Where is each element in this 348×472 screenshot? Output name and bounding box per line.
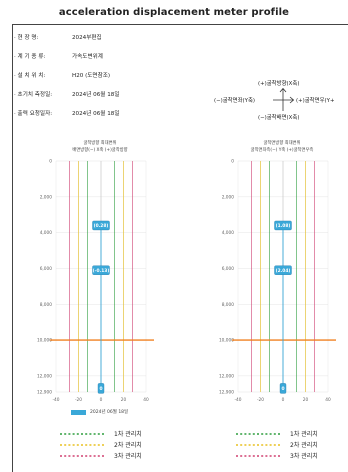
info-instrument-label: · 계 기 종 류: — [14, 54, 46, 60]
x-tick-label: 20 — [121, 397, 127, 403]
info-output-date-value: 2024년 06월 18일 — [72, 111, 120, 117]
info-location: · 설 치 위 치: H20 (도면참조) — [14, 71, 110, 79]
report-title: acceleration displacement meter profile — [58, 7, 290, 18]
chart-subtitle: 배면방향(−) X축 (+)굴착방향 — [72, 146, 127, 153]
chart-title: 굴착면방향 최대변위 — [264, 139, 301, 146]
compass-left-label: (−)굴착면좌(Y축) — [214, 98, 256, 104]
x-tick-label: 40 — [143, 397, 149, 403]
level1-label: 1차 관리치 — [290, 430, 318, 438]
data-point — [279, 383, 287, 394]
data-label: (0.28) — [94, 223, 109, 229]
chart-subtitle: 굴착면좌측(−) Y축 (+)굴착면우측 — [251, 146, 314, 153]
data-point — [274, 220, 292, 231]
x-tick-label: -20 — [75, 397, 82, 403]
info-initial-date: · 초기치 측정일: 2024년 06월 18일 — [14, 90, 119, 98]
data-point — [97, 383, 105, 394]
level3-label: 3차 관리치 — [290, 452, 318, 460]
x-tick-label: -20 — [257, 397, 264, 403]
data-point — [274, 265, 292, 275]
info-instrument: · 계 기 종 류: 가속도변위계 — [14, 52, 103, 60]
y-tick-label: 2,000 — [222, 194, 235, 200]
x-tick-label: 0 — [282, 397, 285, 403]
data-label: 0 — [281, 386, 284, 392]
chart-excavation-direction: 굴착방향 최대변위 배면방향(−) X축 (+)굴착방향 0 2,000 4,000… — [37, 139, 154, 403]
info-site-label: · 현 장 명: — [14, 35, 39, 41]
info-initial-date-label: · 초기치 측정일: — [14, 92, 53, 98]
compass-cross-icon — [273, 88, 294, 111]
level1-label: 1차 관리치 — [114, 430, 142, 438]
level2-label: 2차 관리치 — [290, 441, 318, 449]
x-tick-label: -40 — [52, 397, 59, 403]
y-tick-label: 10,000 — [219, 338, 234, 344]
y-tick-label: 6,000 — [222, 266, 235, 272]
level3-label: 3차 관리치 — [114, 452, 142, 460]
info-output-date: · 출력 요청일자: 2024년 06월 18일 — [14, 109, 119, 117]
y-tick-label: 6,000 — [40, 266, 53, 272]
data-label: (-0.13) — [93, 268, 110, 274]
info-site-value: 2024부편집 — [72, 35, 102, 41]
y-tick-label: 12,000 — [219, 373, 234, 379]
legend-swatch — [71, 410, 86, 415]
info-initial-date-value: 2024년 06월 18일 — [72, 92, 120, 98]
report-frame — [12, 24, 348, 472]
y-tick-label: 12,000 — [37, 373, 52, 379]
chart-face-direction: 굴착면방향 최대변위 굴착면좌측(−) Y축 (+)굴착면우측 0 2,000 4,… — [219, 139, 336, 403]
y-tick-label: 8,000 — [222, 302, 235, 308]
compass-right-label: (+)굴착면우(Y+ — [296, 98, 335, 104]
compass-top-label: (+)굴착방향(X축) — [258, 81, 300, 87]
y-tick-label: 0 — [49, 159, 52, 165]
info-instrument-value: 가속도변위계 — [72, 54, 103, 60]
data-label: (1.08) — [276, 223, 291, 229]
chart-title: 굴착방향 최대변위 — [84, 139, 117, 146]
x-tick-label: 0 — [100, 397, 103, 403]
y-tick-label: 0 — [231, 159, 234, 165]
y-tick-label: 12,900 — [219, 390, 234, 396]
info-output-date-label: · 출력 요청일자: — [14, 111, 53, 117]
legend-levels-left: 1차 관리치 2차 관리치 3차 관리치 — [60, 430, 142, 460]
info-site: · 현 장 명: 2024부편집 — [14, 33, 102, 41]
x-tick-label: 20 — [303, 397, 309, 403]
legend-levels-right: 1차 관리치 2차 관리치 3차 관리치 — [236, 430, 318, 460]
data-label: 0 — [99, 386, 102, 392]
data-point — [92, 220, 110, 231]
legend-date: 2024년 06월 18일 — [90, 410, 129, 415]
y-tick-label: 4,000 — [222, 230, 235, 236]
y-tick-label: 4,000 — [40, 230, 53, 236]
y-tick-label: 2,000 — [40, 194, 53, 200]
info-location-value: H20 (도면참조) — [72, 73, 111, 79]
y-tick-label: 8,000 — [40, 302, 53, 308]
y-tick-label: 10,000 — [37, 338, 52, 344]
data-point — [92, 265, 110, 275]
x-tick-label: 40 — [325, 397, 331, 403]
y-tick-label: 12,900 — [37, 390, 52, 396]
level2-label: 2차 관리치 — [114, 441, 142, 449]
compass-bottom-label: (−)굴착배면(X축) — [258, 115, 300, 121]
data-label: (2.04) — [276, 268, 291, 274]
info-location-label: · 설 치 위 치: — [14, 73, 46, 79]
x-tick-label: -40 — [234, 397, 241, 403]
